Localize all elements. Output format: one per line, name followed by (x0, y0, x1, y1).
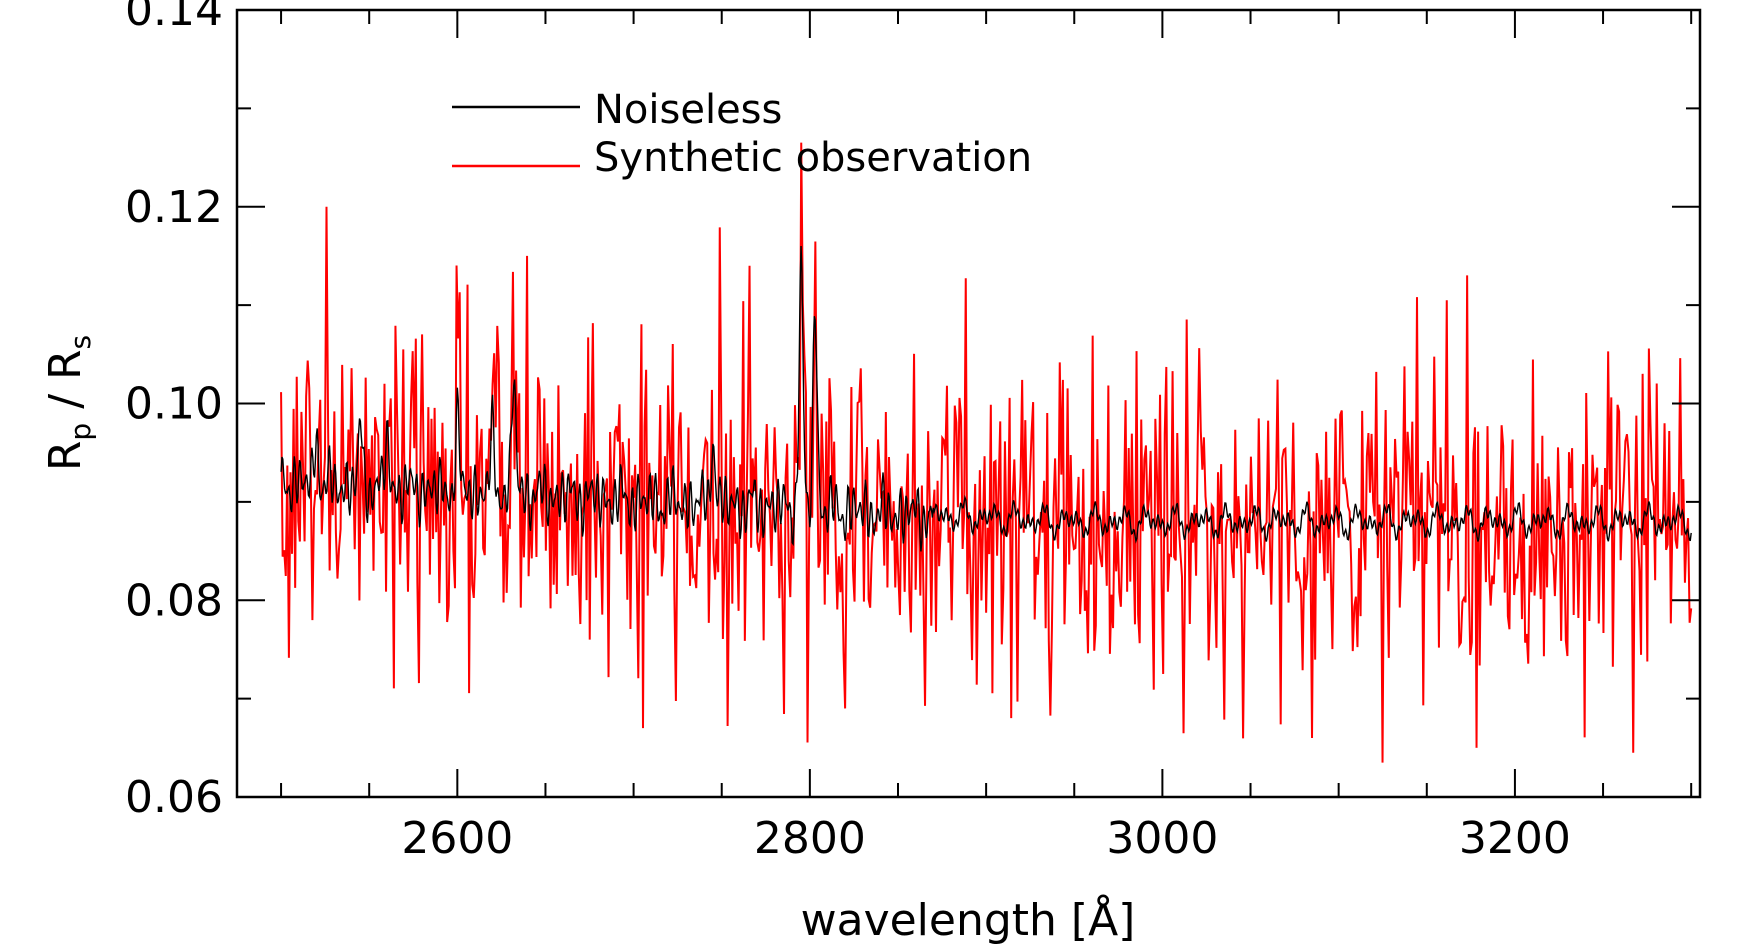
legend-label-noiseless: Noiseless (594, 87, 782, 133)
series-line-synthetic-observation (280, 142, 1693, 763)
series-line-noiseless (280, 246, 1692, 552)
x-axis-title: wavelength [Å] (801, 893, 1136, 946)
y-axis-title-main: R (40, 441, 91, 472)
x-tick-label: 3200 (1459, 813, 1571, 864)
y-tick-label: 0.10 (125, 379, 223, 430)
x-tick-label: 2800 (754, 813, 866, 864)
series-layer (280, 142, 1693, 763)
y-axis-title-sub-p: p (64, 423, 97, 441)
ticks-layer (237, 9, 1700, 798)
y-tick-label: 0.12 (125, 182, 223, 233)
legend: Noiseless Synthetic observation (452, 87, 1032, 181)
tick-labels: 2600 2800 3000 3200 0.06 0.08 0.10 0.12 0.14 (125, 0, 1571, 864)
y-axis-title-sub-s: s (64, 335, 97, 350)
y-tick-label: 0.14 (125, 0, 223, 36)
y-tick-label: 0.08 (125, 575, 223, 626)
x-tick-label: 2600 (401, 813, 513, 864)
y-tick-label: 0.06 (125, 772, 223, 823)
legend-label-synthetic: Synthetic observation (594, 135, 1032, 181)
x-tick-label: 3000 (1106, 813, 1218, 864)
y-axis-title-sep: / R (40, 349, 91, 422)
y-axis-title: Rp / Rs (40, 335, 97, 471)
